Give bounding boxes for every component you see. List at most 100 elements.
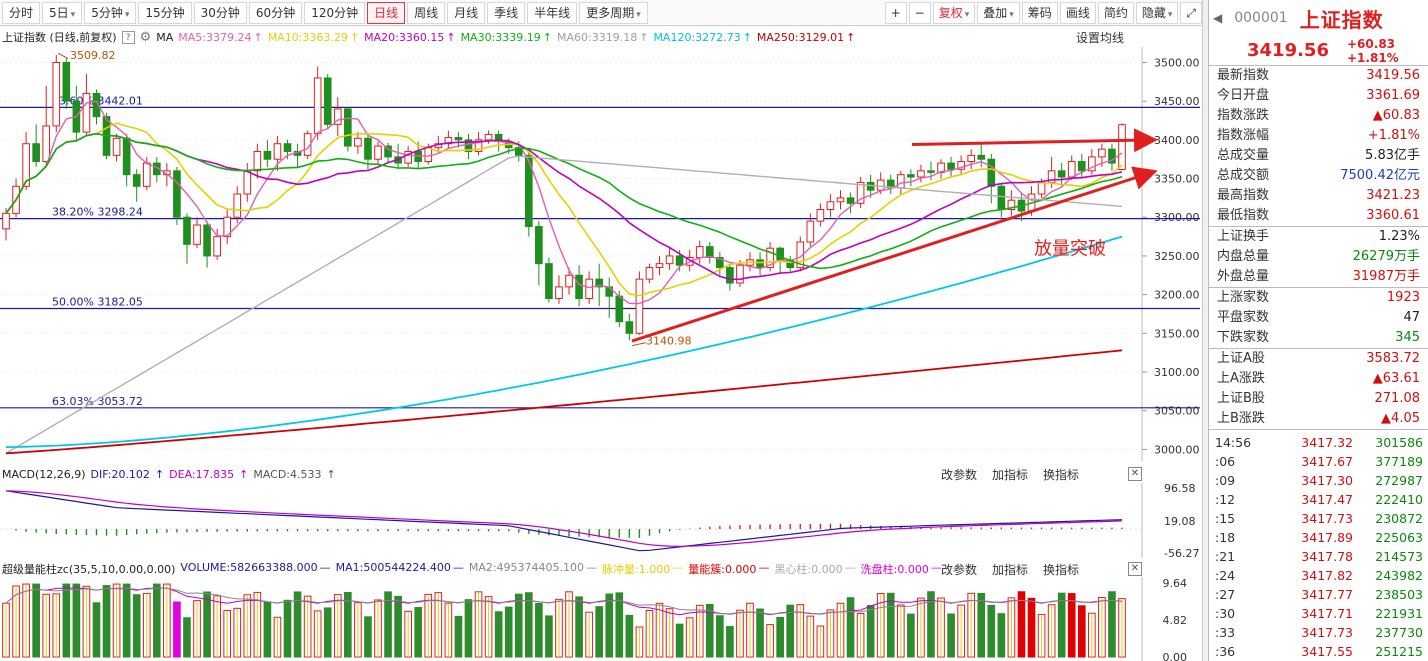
period-tab-9[interactable]: 月线 <box>447 1 486 24</box>
macd-switch-indicator-button[interactable]: 换指标 <box>1042 467 1079 482</box>
price-axis-label: 3100.00 <box>1154 366 1200 379</box>
fib-label: 50.00% 3182.05 <box>52 296 143 309</box>
ma-arrow-icon: ↑ <box>542 30 552 44</box>
period-tab-10[interactable]: 季线 <box>487 1 526 24</box>
toolbar-right-0[interactable]: + <box>884 2 907 24</box>
help-icon[interactable]: ? <box>121 30 135 44</box>
macd-close-icon[interactable]: ✕ <box>1128 467 1142 481</box>
quote-panel: ◀ 000001 上证指数 3419.56 +60.83 +1.81% 最新指数… <box>1208 0 1428 661</box>
period-tab-1[interactable]: 5日 ▾ <box>42 1 83 24</box>
toolbar-right-6[interactable]: 简约 <box>1097 2 1134 24</box>
stat-label: 下跌家数 <box>1217 330 1270 345</box>
tick-volume: 377189 <box>1375 454 1423 469</box>
candle-body <box>173 170 181 218</box>
stat-label: 最新指数 <box>1217 68 1270 83</box>
candle-body <box>524 154 533 228</box>
volume-bar <box>504 606 513 658</box>
macd-add-indicator-button[interactable]: 加指标 <box>991 467 1028 482</box>
volume-bar <box>344 592 352 658</box>
candle-body <box>454 137 463 141</box>
volume-switch-indicator-button[interactable]: 换指标 <box>1042 562 1079 577</box>
candle-body <box>122 137 131 176</box>
volume-chart[interactable]: 9.64 4.82 0.00 <box>0 577 1200 661</box>
candle-body <box>42 125 51 163</box>
chevron-down-icon: ▾ <box>636 9 641 20</box>
chevron-down-icon: ▾ <box>964 10 970 20</box>
period-tab-2[interactable]: 5分钟 ▾ <box>84 1 137 24</box>
index-code: 000001 <box>1234 10 1288 26</box>
candle-body <box>1088 156 1096 172</box>
gear-icon[interactable]: ⚙ <box>139 29 152 45</box>
ma30-line <box>5 132 1123 270</box>
candle-body <box>474 139 483 152</box>
chart-bg <box>0 47 1142 461</box>
tick-price: 3417.30 <box>1301 473 1353 488</box>
period-tab-8[interactable]: 周线 <box>407 1 446 24</box>
fullscreen-icon[interactable]: ⤢ <box>1180 2 1202 24</box>
volume-bar <box>92 602 101 658</box>
candle-body <box>1108 148 1116 164</box>
period-tab-0[interactable]: 分时 <box>2 1 41 24</box>
candle-body <box>32 143 40 163</box>
toolbar-right-1[interactable]: − <box>908 2 931 24</box>
macd-chart[interactable]: 96.58 19.08 -56.27 <box>0 483 1200 558</box>
candle-body <box>233 193 242 218</box>
volume-add-indicator-button[interactable]: 加指标 <box>991 562 1028 577</box>
stat-label: 指数涨跌 <box>1217 108 1270 123</box>
macd-params-button[interactable]: 改参数 <box>940 467 977 482</box>
candle-body <box>997 185 1006 211</box>
toolbar-right-2[interactable]: 复权 ▾ <box>932 2 976 24</box>
stat-value: 26279万手 <box>1352 249 1420 264</box>
period-tab-4[interactable]: 30分钟 <box>193 1 247 24</box>
stat-row: 下跌家数 345 <box>1209 328 1428 348</box>
stat-label: 总成交量 <box>1217 148 1270 163</box>
candle-body <box>1067 161 1076 178</box>
last-price: 3419.56 <box>1247 40 1329 61</box>
volume-bar <box>102 585 111 658</box>
stats-section-4: 上证A股 3583.72 上A涨跌 ▲63.61 上证B股 271.08 上B涨跌 ▲4.05 <box>1209 349 1428 430</box>
panel-splitter[interactable] <box>1202 0 1208 661</box>
toolbar-right-7[interactable]: 隐藏 ▾ <box>1135 2 1179 24</box>
ma-arrow-icon: ↑ <box>446 30 456 44</box>
period-tab-5[interactable]: 60分钟 <box>248 1 303 24</box>
volume-legend: 超级量能柱zc(35,5,10,0.00,0.00) VOLUME:582663… <box>0 560 1142 578</box>
prev-icon[interactable]: ◀ <box>1213 11 1223 25</box>
dea-arrow-icon: ↑ <box>239 467 249 481</box>
stat-row: 平盘家数 47 <box>1209 308 1428 328</box>
macd-arrow-icon: ↑ <box>326 467 336 481</box>
volume-params-button[interactable]: 改参数 <box>940 562 977 577</box>
candle-body <box>354 137 362 147</box>
tick-price: 3417.47 <box>1301 492 1353 507</box>
period-tab-7[interactable]: 日线 <box>367 1 406 24</box>
period-tab-12[interactable]: 更多周期 ▾ <box>579 1 648 24</box>
toolbar-right-3[interactable]: 叠加 ▾ <box>977 2 1020 24</box>
period-tab-3[interactable]: 15分钟 <box>138 1 192 24</box>
period-tab-11[interactable]: 半年线 <box>527 1 578 24</box>
tick-volume: 225063 <box>1375 530 1423 545</box>
candle-body <box>927 170 935 173</box>
toolbar-right-4[interactable]: 筹码 <box>1021 2 1058 24</box>
volume-bar <box>263 601 272 658</box>
tick-time: :09 <box>1215 473 1236 488</box>
candle-body <box>716 256 724 269</box>
chevron-down-icon: ▾ <box>70 9 76 20</box>
ma-item-0: MA5:3379.24 <box>178 30 252 44</box>
ma-settings-button[interactable]: 设置均线 <box>1076 30 1125 45</box>
candle-body <box>1057 170 1066 178</box>
candlestick-chart[interactable]: 3500.00 3450.00 3400.00 3350.00 3300.00 3250.… <box>0 47 1200 461</box>
volume-bar <box>726 626 734 658</box>
stats-section-2: 上证换手 1.23% 内盘总量 26279万手 外盘总量 31987万手 <box>1209 227 1428 288</box>
volume-bar <box>977 592 986 658</box>
volume-bar <box>595 606 604 658</box>
candle-body <box>836 197 845 203</box>
period-tab-6[interactable]: 120分钟 <box>304 1 366 24</box>
macd-dif: DIF:20.102 <box>90 467 150 481</box>
tick-volume: 251215 <box>1375 644 1423 659</box>
toolbar-right-5[interactable]: 画线 <box>1059 2 1096 24</box>
stat-value: ▲63.61 <box>1372 371 1420 386</box>
volume-item-4: 量能簇:0.000 <box>688 563 757 576</box>
candle-body <box>635 278 644 334</box>
dif-arrow-icon: ↑ <box>154 467 165 481</box>
volume-close-icon[interactable]: ✕ <box>1128 562 1142 576</box>
